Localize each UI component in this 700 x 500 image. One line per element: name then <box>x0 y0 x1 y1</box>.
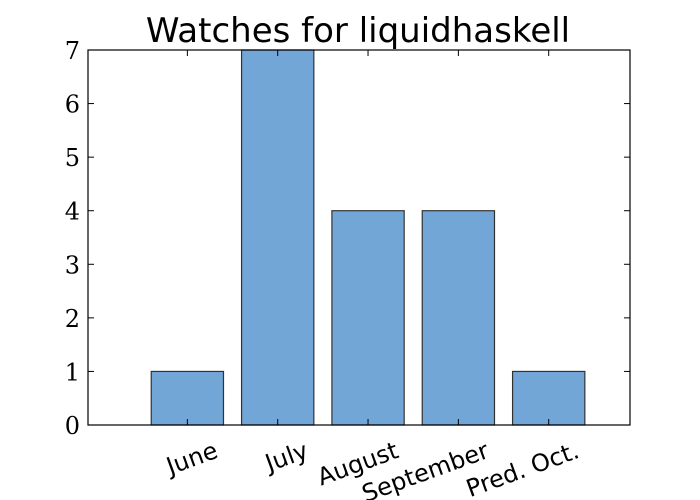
x-tick-label-july: July <box>260 436 312 478</box>
y-tick-label-7: 7 <box>65 37 80 65</box>
y-tick-label-4: 4 <box>65 198 80 226</box>
y-tick-label-0: 0 <box>65 412 80 440</box>
y-tick-labels: 0 1 2 3 4 5 6 7 <box>65 37 80 440</box>
plot-frame <box>87 49 631 426</box>
y-tick-label-2: 2 <box>65 305 80 333</box>
bar-pred-oct <box>511 370 586 426</box>
y-tick-label-1: 1 <box>65 358 80 386</box>
x-tick-label-june: June <box>161 436 222 481</box>
bar-september <box>421 210 496 426</box>
y-tick-label-5: 5 <box>65 144 80 172</box>
bars-layer <box>150 49 586 426</box>
chart-title: Watches for liquidhaskell <box>146 11 570 51</box>
bar-july <box>240 49 315 426</box>
y-tick-label-3: 3 <box>65 251 80 279</box>
bar-august <box>331 210 405 426</box>
bar-june <box>150 370 225 426</box>
y-tick-label-6: 6 <box>65 91 80 119</box>
ticks-layer <box>88 49 630 426</box>
